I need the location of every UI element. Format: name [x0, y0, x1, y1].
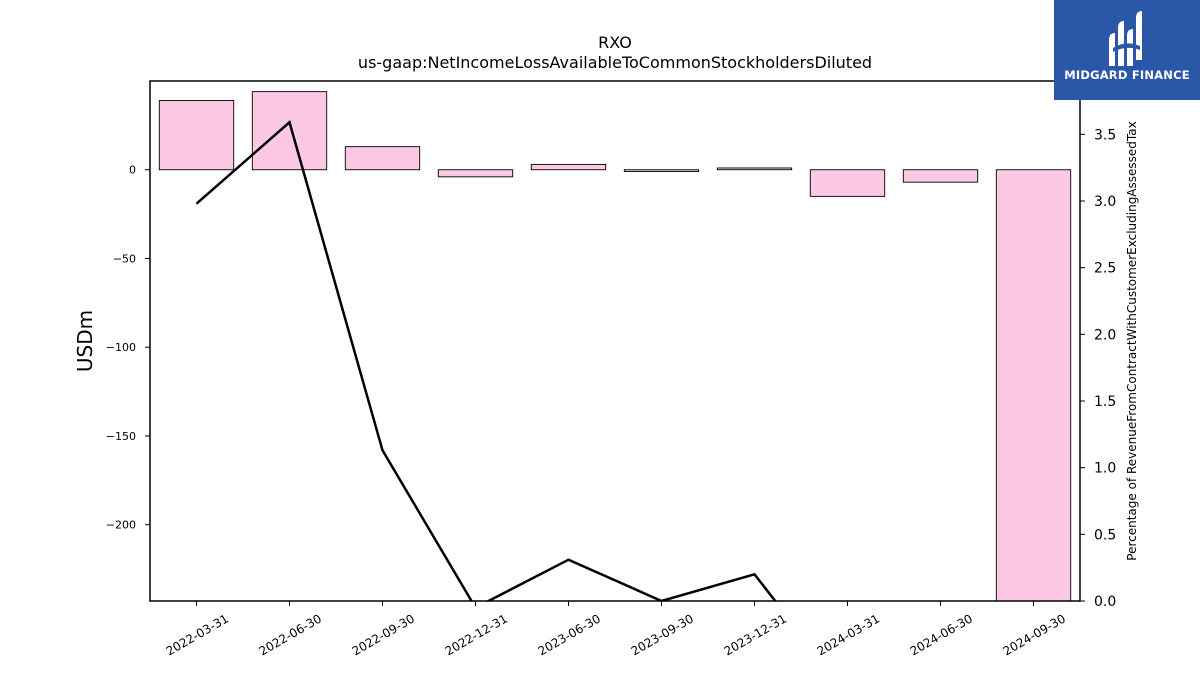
x-tick-label: 2022-12-31 [443, 611, 510, 658]
chart-title: RXO [598, 33, 632, 52]
y-tick-label-left: −150 [106, 430, 136, 443]
x-tick-label: 2022-03-31 [164, 611, 231, 658]
line-series [195, 120, 777, 601]
y-tick-label-left: 0 [129, 164, 136, 177]
x-tick-label: 2024-03-31 [815, 611, 882, 658]
x-tick-label: 2024-09-30 [1001, 611, 1068, 658]
y-tick-label-right: 1.5 [1094, 394, 1116, 410]
y-tick-label-right: 2.5 [1094, 261, 1116, 277]
series-line [195, 120, 777, 601]
x-tick-label: 2023-12-31 [722, 611, 789, 658]
x-tick-label: 2023-06-30 [536, 611, 603, 658]
y-tick-label-right: 0.0 [1094, 594, 1116, 610]
bar [251, 91, 328, 171]
bar [995, 169, 1072, 602]
y-tick-label-left: −50 [113, 252, 136, 265]
x-tick-label: 2023-09-30 [629, 611, 696, 658]
y-tick-label-left: −200 [106, 519, 136, 532]
bar [344, 146, 421, 171]
bar [158, 100, 235, 171]
y-tick-label-left: −100 [106, 341, 136, 354]
x-tick-label: 2024-06-30 [908, 611, 975, 658]
bar [809, 169, 886, 197]
y-tick-label-right: 1.0 [1094, 461, 1116, 477]
bar [530, 163, 607, 171]
y-axis-right-label: Percentage of RevenueFromContractWithCus… [1125, 121, 1139, 560]
midgard-logo-icon [1109, 11, 1142, 66]
bar-series [158, 91, 1072, 602]
brand-name: MIDGARD FINANCE [1064, 68, 1190, 82]
bar [902, 169, 979, 183]
plot-frame [149, 80, 1081, 602]
bar [623, 169, 700, 172]
x-tick-label: 2022-09-30 [350, 611, 417, 658]
y-tick-label-right: 3.5 [1094, 127, 1116, 143]
y-tick-label-right: 0.5 [1094, 527, 1116, 543]
brand-logo: MIDGARD FINANCE [1054, 0, 1200, 100]
y-tick-label-right: 2.0 [1094, 327, 1116, 343]
chart-subtitle: us-gaap:NetIncomeLossAvailableToCommonSt… [358, 53, 872, 72]
y-tick-label-right: 3.0 [1094, 194, 1116, 210]
y-axis-left-label: USDm [73, 310, 97, 372]
x-tick-label: 2022-06-30 [257, 611, 324, 658]
bar [437, 169, 514, 178]
bar [716, 167, 793, 171]
